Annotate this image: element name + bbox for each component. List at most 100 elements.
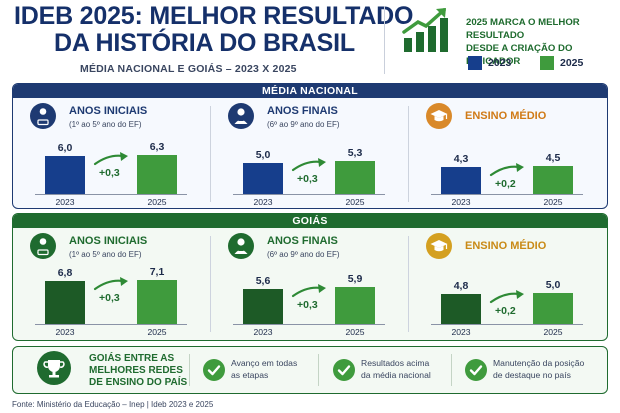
- footer-item-line: da média nacional: [361, 370, 431, 380]
- x-tick-label: 2023: [55, 197, 75, 207]
- delta-label: +0,3: [99, 292, 120, 304]
- footer-item-line: Manutenção da posição: [493, 358, 585, 368]
- data-label: 4,8: [453, 280, 469, 292]
- data-label: 7,1: [149, 266, 165, 278]
- graduation-cap-icon: [426, 233, 452, 259]
- x-axis-line: [35, 194, 187, 195]
- growth-arrow-icon: [291, 284, 326, 298]
- footer-divider: [189, 354, 190, 386]
- student-icon: [228, 103, 254, 129]
- header-note: 2025 MARCA O MELHOR RESULTADO DESDE A CR…: [466, 16, 620, 68]
- bar-2023: [45, 281, 85, 324]
- growth-chart-icon: [402, 8, 448, 52]
- footer-item-line: as etapas: [231, 370, 269, 380]
- legend-item-2023: 2023: [468, 56, 511, 70]
- x-axis-line: [233, 324, 385, 325]
- trophy-icon: [37, 351, 71, 385]
- x-tick-label: 2025: [345, 327, 365, 337]
- x-tick-label: 2025: [147, 327, 167, 337]
- goias-panel-header: GOIÁS: [13, 214, 607, 228]
- footer-title-line-3: DE ENSINO DO PAÍS: [89, 377, 188, 388]
- chart-subtitle: (6º ao 9º ano do EF): [267, 120, 340, 129]
- bar-2025: [533, 293, 573, 324]
- chart-title: ANOS INICIAIS: [69, 235, 148, 247]
- page-subtitle: MÉDIA NACIONAL E GOIÁS – 2023 X 2025: [80, 63, 297, 75]
- graduation-cap-icon: [426, 103, 452, 129]
- check-icon: [333, 359, 355, 381]
- bar-2025: [533, 166, 573, 194]
- footer-title: GOIÁS ENTRE AS MELHORES REDES DE ENSINO …: [89, 353, 189, 389]
- delta-label: +0,2: [495, 305, 516, 317]
- bar-2023: [243, 163, 283, 194]
- delta-label: +0,3: [99, 167, 120, 179]
- title-line-2: DA HISTÓRIA DO BRASIL: [54, 29, 355, 57]
- footer-divider: [318, 354, 319, 386]
- chart-subtitle: (6º ao 9º ano do EF): [267, 250, 340, 259]
- bar-2023: [441, 167, 481, 194]
- legend-label-2023: 2023: [488, 57, 512, 69]
- chart-title: ENSINO MÉDIO: [465, 240, 547, 252]
- x-tick-label: 2025: [147, 197, 167, 207]
- chart-subtitle: (1º ao 5º ano do EF): [69, 120, 142, 129]
- legend-swatch-2025: [540, 56, 554, 70]
- chart-title: ANOS INICIAIS: [69, 105, 148, 117]
- data-label: 6,0: [57, 142, 73, 154]
- x-tick-label: 2023: [55, 327, 75, 337]
- bar-2023: [45, 156, 85, 194]
- footer-highlights: GOIÁS ENTRE AS MELHORES REDES DE ENSINO …: [12, 346, 608, 394]
- footer-divider: [451, 354, 452, 386]
- x-tick-label: 2025: [543, 197, 563, 207]
- column-divider: [210, 236, 211, 332]
- footer-item-highlight: Manutenção da posição de destaque no paí…: [493, 357, 584, 381]
- chart-title: ANOS FINAIS: [267, 105, 338, 117]
- delta-label: +0,2: [495, 178, 516, 190]
- bar-2025: [137, 155, 177, 194]
- delta-label: +0,3: [297, 173, 318, 185]
- x-tick-label: 2025: [543, 327, 563, 337]
- footer-item-line: de destaque no país: [493, 370, 571, 380]
- x-tick-label: 2023: [451, 327, 471, 337]
- column-divider: [408, 106, 409, 202]
- goias-panel: GOIÁS ANOS INICIAIS (1º ao 5º ano do EF) 6…: [12, 213, 608, 341]
- legend-label-2025: 2025: [560, 57, 584, 69]
- x-tick-label: 2023: [451, 197, 471, 207]
- title-line-1: IDEB 2025: MELHOR RESULTADO: [14, 2, 414, 30]
- source-note: Fonte: Ministério da Educação – Inep | I…: [12, 400, 214, 409]
- student-reading-icon: [30, 233, 56, 259]
- national-panel-header: MÉDIA NACIONAL: [13, 84, 607, 98]
- x-tick-label: 2023: [253, 197, 273, 207]
- x-axis-line: [233, 194, 385, 195]
- footer-item-progress: Avanço em todas as etapas: [231, 357, 297, 381]
- page-title: IDEB 2025: MELHOR RESULTADO DA HISTÓRIA …: [14, 3, 413, 57]
- chart-title: ENSINO MÉDIO: [465, 110, 547, 122]
- data-label: 5,3: [347, 147, 363, 159]
- student-icon: [228, 233, 254, 259]
- growth-arrow-icon: [489, 163, 524, 177]
- legend-item-2025: 2025: [540, 56, 583, 70]
- x-axis-line: [35, 324, 187, 325]
- x-tick-label: 2025: [345, 197, 365, 207]
- data-label: 4,5: [545, 152, 561, 164]
- data-label: 4,3: [453, 153, 469, 165]
- footer-item-above-national: Resultados acima da média nacional: [361, 357, 431, 381]
- growth-arrow-icon: [291, 158, 326, 172]
- growth-arrow-icon: [93, 277, 128, 291]
- note-line-2: DESDE A CRIAÇÃO DO INDICADOR: [466, 43, 573, 67]
- chart-card: ANOS FINAIS (6º ao 9º ano do EF) 5,0 2023 5,…: [211, 98, 407, 208]
- check-icon: [465, 359, 487, 381]
- column-divider: [210, 106, 211, 202]
- x-tick-label: 2023: [253, 327, 273, 337]
- data-label: 5,6: [255, 275, 271, 287]
- data-label: 5,0: [545, 279, 561, 291]
- data-label: 5,9: [347, 273, 363, 285]
- chart-card: ANOS INICIAIS (1º ao 5º ano do EF) 6,0 2023…: [13, 98, 209, 208]
- data-label: 5,0: [255, 149, 271, 161]
- legend-swatch-2023: [468, 56, 482, 70]
- footer-title-line-1: GOIÁS ENTRE AS: [89, 353, 175, 364]
- national-panel: MÉDIA NACIONAL ANOS INICIAIS (1º ao 5º an…: [12, 83, 608, 209]
- footer-title-line-2: MELHORES REDES: [89, 365, 183, 376]
- footer-item-line: Avanço em todas: [231, 358, 298, 368]
- student-reading-icon: [30, 103, 56, 129]
- delta-label: +0,3: [297, 299, 318, 311]
- bar-2025: [137, 280, 177, 324]
